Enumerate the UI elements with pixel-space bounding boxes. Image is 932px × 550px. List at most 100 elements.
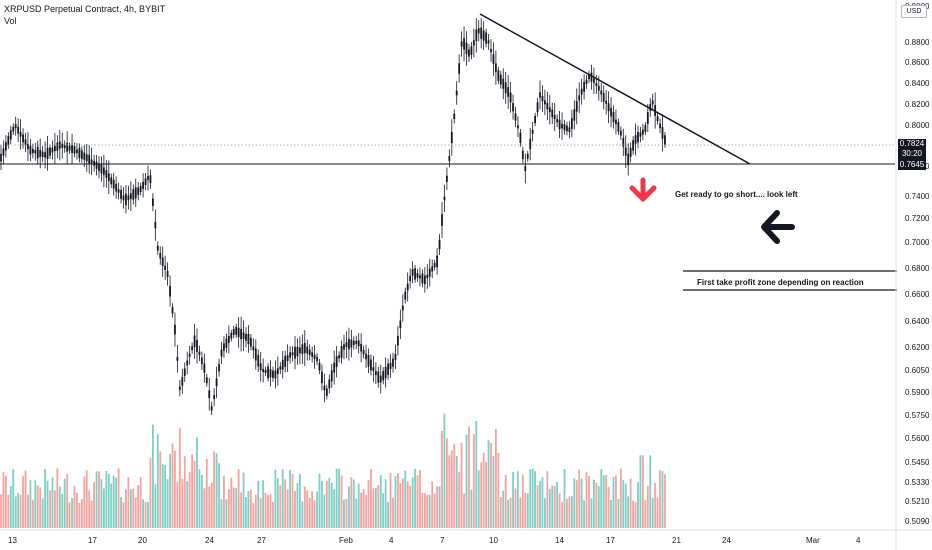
candle-body [352,340,355,346]
volume-bar [632,500,634,528]
candle-body [279,366,282,370]
volume-bar [504,474,507,528]
volume-bar [85,470,88,528]
candle-body [387,363,389,375]
candle-body [335,356,338,368]
candle-body [73,146,76,154]
volume-bar [495,428,497,528]
candle-body [419,275,421,279]
volume-bar [311,491,314,528]
candle-body [651,100,654,105]
candle-body [186,360,189,366]
candle-body [147,175,149,181]
volume-bar [517,471,519,528]
volume-bar [460,442,463,528]
price-candles [0,17,666,415]
volume-bar [482,452,485,528]
trendline[interactable] [479,13,751,165]
candle-body [183,368,186,376]
volume-bar [499,497,502,528]
candle-body [333,362,336,373]
candle-body [237,327,240,338]
candle-body [171,307,174,314]
volume-bar [134,497,137,528]
symbol-title[interactable]: XRPUSD Perpetual Contract, 4h, BYBIT [4,4,166,14]
volume-bar [345,498,348,528]
candle-body [134,187,137,199]
volume-bar [526,493,529,528]
volume-bar [215,453,218,528]
candle-body [597,85,600,91]
volume-bar [117,468,120,528]
candle-body [365,353,367,360]
tp-note-text[interactable]: First take profit zone depending on reac… [697,278,864,287]
volume-bar [387,502,389,528]
time-axis[interactable]: 13 17 20 24 27 Feb 4 7 10 14 17 21 24 Mar 4 [8,536,861,545]
volume-bar [612,476,615,528]
volume-bar [227,489,230,528]
volume-bar [414,468,416,528]
time-axis-label: 4 [389,536,394,545]
volume-bar [186,481,189,528]
candle-body [7,136,10,145]
volume-bar [389,472,392,528]
candle-body [174,324,176,335]
candle-body [433,263,436,268]
volume-bar [54,490,56,528]
candle-body [154,221,157,229]
volume-bar [362,489,365,528]
candle-body [210,406,213,411]
candle-body [446,175,448,182]
candle-body [264,369,267,373]
candle-body [392,358,394,367]
candle-body [188,353,191,357]
volume-bar [122,502,125,528]
candle-body [178,386,181,390]
volume-bar [335,468,338,528]
candle-body [323,385,326,391]
candle-body [100,164,103,174]
volume-bar [156,434,159,528]
candle-body [156,245,159,251]
candle-body [529,138,532,150]
candle-body [88,154,91,165]
volume-bar [289,469,291,528]
volume-bar [31,499,34,528]
short-note-text[interactable]: Get ready to go short.... look left [675,190,798,199]
time-axis-label: 13 [8,536,17,545]
volume-indicator-label[interactable]: Vol [4,16,17,26]
candle-body [240,328,242,340]
candle-body [377,371,380,383]
volume-bar [651,497,654,528]
candle-body [453,113,456,120]
candle-body [90,159,93,164]
candle-body [546,102,549,110]
candle-body [389,362,392,369]
volume-bar [56,468,59,528]
candle-body [575,101,578,112]
candle-body [259,363,262,371]
volume-bar [588,476,590,528]
candle-body [262,368,265,372]
volume-bar [129,489,132,528]
candle-body [176,356,179,361]
volume-bar [132,488,135,528]
candle-body [563,124,566,131]
candle-body [12,126,15,132]
price-axis[interactable]: 0.90000.88000.86000.84000.82000.80000.76… [905,2,930,526]
candle-body [198,351,201,355]
volume-bar [423,493,426,528]
candle-body [325,388,328,396]
time-axis-label: 17 [88,536,97,545]
volume-bar [27,494,29,528]
volume-bar [73,485,76,528]
currency-badge[interactable]: USD [901,5,927,18]
candle-body [110,177,113,185]
candle-body [649,104,652,111]
volume-bar [95,471,98,528]
volume-bar [416,475,419,528]
volume-bar [622,480,625,528]
volume-bar [232,487,235,528]
volume-bar [259,498,262,528]
